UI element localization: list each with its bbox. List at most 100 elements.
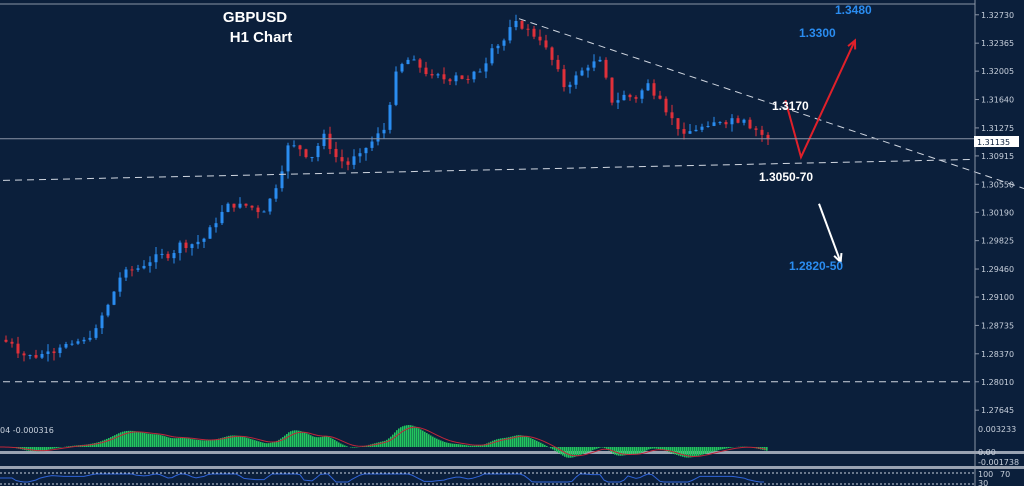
y-tick-label: 1.32730 [981, 11, 1014, 20]
macd-bar [672, 447, 674, 454]
macd-bar [338, 442, 340, 447]
macd-bar [34, 447, 36, 452]
candle-body [550, 47, 554, 60]
candle-body [442, 74, 446, 80]
macd-bar [478, 445, 480, 447]
macd-bar [500, 438, 502, 447]
macd-tick-zero: 0.00 [978, 448, 996, 457]
macd-bar [584, 447, 586, 454]
candle-body [196, 241, 200, 245]
candle-body [154, 254, 158, 263]
candle-body [238, 203, 242, 208]
macd-bar [228, 435, 230, 447]
candle-body [448, 79, 452, 82]
macd-bar [290, 431, 292, 447]
macd-bar [96, 442, 98, 447]
macd-bar [300, 431, 302, 447]
macd-bar [318, 437, 320, 447]
macd-bar [314, 436, 316, 447]
candle-body [64, 344, 68, 348]
macd-bar [86, 444, 88, 447]
macd-bar [108, 438, 110, 447]
support-line [2, 158, 976, 181]
rsi-tick-70: 70 [1000, 470, 1010, 479]
candle-body [292, 145, 296, 147]
candle-body [676, 118, 680, 130]
macd-bar [202, 440, 204, 447]
macd-bar [226, 436, 228, 447]
macd-bar [266, 443, 268, 447]
macd-bar [428, 434, 430, 447]
candle-body [346, 161, 350, 165]
macd-bar [138, 431, 140, 447]
macd-bar [46, 447, 48, 451]
macd-bar [728, 447, 730, 449]
candle-body [394, 71, 398, 105]
macd-bar [588, 447, 590, 452]
candle-body [658, 95, 662, 99]
candle-body [742, 119, 746, 123]
macd-bar [634, 447, 636, 455]
macd-bar [590, 447, 592, 451]
candle-body [142, 265, 146, 269]
candle-body [112, 291, 116, 305]
macd-bar [622, 447, 624, 456]
candle-body [532, 28, 536, 37]
trend-lines [2, 18, 1024, 383]
chart-title: GBPUSD [223, 9, 287, 26]
macd-bar [146, 433, 148, 447]
candle-body [616, 100, 620, 103]
macd-bar [442, 441, 444, 447]
macd-bar [48, 447, 50, 450]
macd-bar [304, 432, 306, 447]
macd-bar [214, 439, 216, 447]
candles [4, 14, 770, 362]
macd-bar [398, 428, 400, 447]
macd-bar [212, 439, 214, 447]
macd-bar [54, 447, 56, 449]
macd-bar [208, 440, 210, 447]
macd-bar [430, 435, 432, 447]
macd-bar [628, 447, 630, 455]
macd-bar [520, 435, 522, 447]
candle-body [670, 112, 674, 119]
macd-bar [472, 445, 474, 447]
macd-bar [508, 437, 510, 447]
macd-bar [344, 445, 346, 447]
macd-bar [432, 436, 434, 447]
macd-bar [486, 443, 488, 447]
macd-signal-line [0, 426, 767, 457]
macd-bar [154, 434, 156, 447]
macd-bar [608, 447, 610, 451]
candle-body [130, 269, 134, 271]
macd-bar [42, 447, 44, 451]
macd-bar [450, 443, 452, 447]
macd-bar [110, 437, 112, 447]
macd-bar [324, 436, 326, 447]
candle-body [520, 20, 524, 29]
macd-bar [162, 435, 164, 447]
macd-bar [168, 437, 170, 447]
macd-bar [340, 443, 342, 447]
macd-bar [674, 447, 676, 455]
macd-bar [676, 447, 678, 455]
macd-bar [30, 447, 32, 451]
y-tick-label: 1.31640 [981, 96, 1014, 105]
macd-bar [352, 447, 354, 448]
macd-bar [552, 447, 554, 450]
macd-bar [522, 435, 524, 447]
macd-bar [172, 438, 174, 447]
macd-bar [220, 438, 222, 447]
candle-body [748, 119, 752, 129]
macd-bar [456, 444, 458, 447]
candle-body [484, 63, 488, 72]
candle-body [22, 353, 26, 356]
macd-bar [636, 447, 638, 454]
macd-bar [386, 439, 388, 447]
macd-bar [270, 442, 272, 447]
candle-body [580, 70, 584, 76]
macd-bar [218, 438, 220, 447]
macd-bar [490, 441, 492, 447]
y-tick-label: 1.29460 [981, 265, 1014, 274]
